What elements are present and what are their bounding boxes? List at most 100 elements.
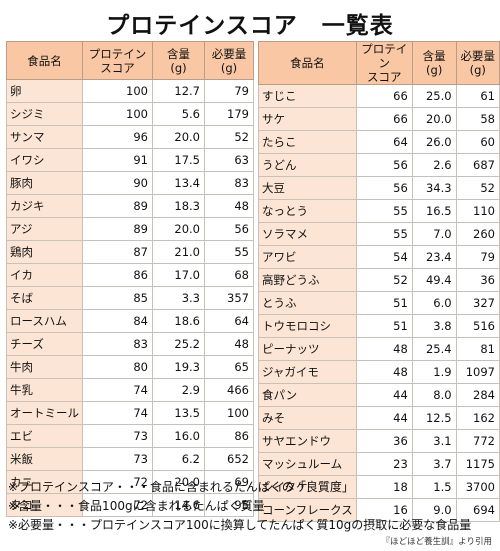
- table-row: ジャガイモ 48 1.9 1097: [258, 360, 500, 384]
- food-name-cell: 米飯: [6, 447, 83, 471]
- required-amount-cell: 64: [204, 309, 254, 333]
- protein-score-cell: 36: [355, 429, 413, 453]
- protein-score-cell: 96: [82, 125, 153, 149]
- amount-cell: 34.3: [411, 176, 457, 200]
- protein-score-cell: 23: [355, 452, 413, 476]
- required-amount-cell: 63: [204, 148, 254, 172]
- footnote-protein-score: ※プロテインスコア・・・食品に含まれるたんぱくの「良質度」: [8, 480, 354, 494]
- food-name-cell: エビ: [6, 424, 83, 448]
- food-name-cell: オートミール: [6, 401, 83, 425]
- food-name-cell: カジキ: [6, 194, 83, 218]
- table-row: 鶏肉 87 21.0 55: [6, 240, 254, 264]
- food-name-cell: 食パン: [258, 383, 357, 407]
- table-row: 大豆 56 34.3 52: [258, 176, 500, 200]
- footnote-amount: ※含量・・・食品100gに含まれるたんぱく質量: [8, 499, 265, 513]
- amount-cell: 19.3: [152, 355, 205, 379]
- table-row: チーズ 83 25.2 48: [6, 332, 254, 356]
- food-name-cell: うどん: [258, 153, 357, 177]
- table-row: ソラマメ 55 7.0 260: [258, 222, 500, 246]
- table-row: なっとう 55 16.5 110: [258, 199, 500, 223]
- protein-score-cell: 73: [82, 424, 153, 448]
- header-food-name: 食品名: [6, 41, 83, 80]
- table-row: カニ 72 20.0 69: [6, 470, 254, 494]
- header-protein-score: プロテイン スコア: [355, 41, 413, 85]
- amount-cell: 49.4: [411, 268, 457, 292]
- amount-cell: 3.7: [411, 452, 457, 476]
- required-amount-cell: 68: [204, 263, 254, 287]
- required-amount-cell: 260: [455, 222, 500, 246]
- required-amount-cell: 61: [455, 84, 500, 108]
- required-amount-cell: 652: [204, 447, 254, 471]
- header-row: 食品名 プロテイン スコア 含量 (g) 必要量 (g): [6, 41, 254, 80]
- amount-cell: 16.0: [152, 424, 205, 448]
- food-name-cell: イカ: [6, 263, 83, 287]
- food-name-cell: 牛肉: [6, 355, 83, 379]
- header-required: 必要量 (g): [455, 41, 500, 85]
- table-row: マッシュルーム 23 3.7 1175: [258, 452, 500, 476]
- amount-cell: 7.0: [411, 222, 457, 246]
- protein-score-cell: 54: [355, 245, 413, 269]
- footnotes: ※プロテインスコア・・・食品に含まれるたんぱくの「良質度」 ※含量・・・食品10…: [8, 478, 471, 535]
- amount-cell: 6.2: [152, 447, 205, 471]
- amount-cell: 25.4: [411, 337, 457, 361]
- table-row: サンマ 96 20.0 52: [6, 125, 254, 149]
- protein-score-cell: 83: [82, 332, 153, 356]
- table-row: 食パン 44 8.0 284: [258, 383, 500, 407]
- table-row: アワビ 54 23.4 79: [258, 245, 500, 269]
- table-row: 米飯 73 6.2 652: [6, 447, 254, 471]
- required-amount-cell: 56: [204, 217, 254, 241]
- food-name-cell: イワシ: [6, 148, 83, 172]
- amount-cell: 17.0: [152, 263, 205, 287]
- amount-cell: 13.4: [152, 171, 205, 195]
- table-row: 高野どうふ 52 49.4 36: [258, 268, 500, 292]
- food-name-cell: すじこ: [258, 84, 357, 108]
- protein-score-cell: 55: [355, 222, 413, 246]
- table-row: 豚肉 90 13.4 83: [6, 171, 254, 195]
- food-name-cell: サンマ: [6, 125, 83, 149]
- amount-cell: 25.0: [411, 84, 457, 108]
- table-row: シジミ 100 5.6 179: [6, 102, 254, 126]
- protein-score-cell: 89: [82, 194, 153, 218]
- protein-score-cell: 100: [82, 79, 153, 103]
- protein-score-cell: 74: [82, 378, 153, 402]
- food-name-cell: 大豆: [258, 176, 357, 200]
- required-amount-cell: 60: [455, 130, 500, 154]
- food-name-cell: アジ: [6, 217, 83, 241]
- food-name-cell: ピーナッツ: [258, 337, 357, 361]
- food-name-cell: サヤエンドウ: [258, 429, 357, 453]
- required-amount-cell: 1097: [455, 360, 500, 384]
- table-row: うどん 56 2.6 687: [258, 153, 500, 177]
- protein-score-cell: 84: [82, 309, 153, 333]
- required-amount-cell: 79: [204, 79, 254, 103]
- table-row: みそ 44 12.5 162: [258, 406, 500, 430]
- amount-cell: 25.2: [152, 332, 205, 356]
- header-required: 必要量 (g): [204, 41, 254, 80]
- food-name-cell: ソラマメ: [258, 222, 357, 246]
- amount-cell: 3.1: [411, 429, 457, 453]
- food-name-cell: 高野どうふ: [258, 268, 357, 292]
- amount-cell: 23.4: [411, 245, 457, 269]
- protein-score-cell: 44: [355, 383, 413, 407]
- page-title: プロテインスコア 一覧表: [106, 13, 394, 39]
- table-row: たらこ 64 26.0 60: [258, 130, 500, 154]
- required-amount-cell: 162: [455, 406, 500, 430]
- table-row: サケ 66 20.0 58: [258, 107, 500, 131]
- table-row: イワシ 91 17.5 63: [6, 148, 254, 172]
- header-amount: 含量 (g): [152, 41, 205, 80]
- amount-cell: 5.6: [152, 102, 205, 126]
- table-row: タコ 72 14.6 95: [6, 493, 254, 517]
- protein-score-cell: 90: [82, 171, 153, 195]
- protein-score-cell: 48: [355, 360, 413, 384]
- amount-cell: 18.3: [152, 194, 205, 218]
- protein-score-cell: 100: [82, 102, 153, 126]
- amount-cell: 20.0: [152, 217, 205, 241]
- required-amount-cell: 357: [204, 286, 254, 310]
- food-name-cell: コーンフレークス: [258, 498, 357, 522]
- protein-score-cell: 51: [355, 314, 413, 338]
- table-row: アジ 89 20.0 56: [6, 217, 254, 241]
- protein-score-cell: 56: [355, 153, 413, 177]
- required-amount-cell: 52: [204, 125, 254, 149]
- table-row: 牛乳 74 2.9 466: [6, 378, 254, 402]
- protein-score-cell: 56: [355, 176, 413, 200]
- required-amount-cell: 687: [455, 153, 500, 177]
